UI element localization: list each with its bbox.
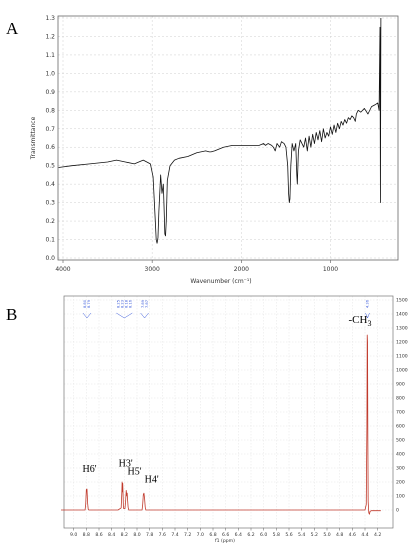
nmr-y-tick-label: 800 [396, 396, 405, 402]
nmr-peak-label: 7.87 [145, 300, 149, 308]
nmr-x-tick-label: 8.4 [108, 532, 115, 538]
nmr-peak-label: 4.36 [366, 299, 370, 308]
ir-y-tick-label: 0.5 [45, 163, 55, 170]
ir-x-axis-title: Wavenumber (cm⁻¹) [190, 278, 251, 285]
ir-plot-frame [57, 15, 399, 261]
nmr-y-tick-label: 1000 [396, 368, 408, 374]
nmr-x-tick-label: 8.0 [133, 532, 140, 538]
nmr-y-tick-label: 1200 [396, 340, 408, 346]
nmr-annotation-text: H3' [119, 459, 133, 470]
nmr-annotation-text: H5' [128, 466, 142, 477]
ir-y-tick-label: 0.0 [45, 255, 55, 262]
nmr-peak-bracket [365, 312, 370, 319]
ir-x-tick-label: 3000 [145, 266, 160, 273]
nmr-plot-frame [63, 295, 394, 529]
nmr-y-tick-label: 0 [396, 508, 399, 514]
nmr-x-axis-title: f1 (ppm) [215, 538, 235, 544]
nmr-y-tick-label: 100 [396, 494, 405, 500]
nmr-annotation-text: H6' [83, 464, 97, 475]
nmr-peak-annotation: H3' [119, 459, 133, 470]
nmr-y-tick-label: 1400 [396, 312, 408, 318]
nmr-annotation-text: H4' [145, 475, 159, 486]
nmr-x-tick-label: 5.4 [298, 532, 305, 538]
nmr-x-tick-label: 4.6 [349, 532, 356, 538]
nmr-peak-label: 8.25 [117, 300, 121, 308]
nmr-x-tick-label: 7.0 [197, 532, 204, 538]
nmr-peak-label: 8.23 [121, 300, 125, 308]
nmr-y-tick-label: 1500 [396, 298, 408, 304]
ir-y-tick-label: 1.3 [45, 15, 55, 22]
nmr-y-tick-label: 1300 [396, 326, 408, 332]
nmr-x-tick-label: 7.4 [171, 532, 178, 538]
ir-x-tick-label: 1000 [323, 266, 338, 273]
nmr-x-tick-label: 5.2 [311, 532, 318, 538]
nmr-annotation-text: -CH [349, 314, 368, 326]
nmr-peak-annotation: H6' [83, 464, 97, 475]
nmr-y-tick-label: 900 [396, 382, 405, 388]
nmr-x-tick-label: 4.8 [336, 532, 343, 538]
ir-spectrum-line [58, 17, 382, 244]
ir-y-tick-label: 0.7 [45, 126, 55, 133]
nmr-x-tick-label: 4.4 [361, 532, 368, 538]
ir-y-tick-label: 1.1 [45, 52, 55, 59]
nmr-x-tick-label: 7.8 [146, 532, 153, 538]
nmr-x-tick-label: 9.0 [70, 532, 77, 538]
nmr-peak-label: 8.18 [125, 299, 129, 308]
nmr-peak-label: 7.89 [141, 299, 145, 308]
nmr-x-tick-label: 6.6 [222, 532, 229, 538]
nmr-x-tick-label: 8.6 [95, 532, 102, 538]
ir-chart: A 0.0 0.1 0.2 0.3 0.4 0.5 0.6 0.7 0.8 0.9 1.0 1.1 1.2… [6, 15, 399, 285]
ir-x-tick-label: 4000 [55, 266, 70, 273]
nmr-annotation-subscript: 3 [367, 319, 371, 328]
nmr-x-tick-label: 5.0 [323, 532, 330, 538]
panel-label-b: B [6, 305, 17, 324]
nmr-peak-bracket [116, 312, 133, 319]
ir-y-tick-label: 0.6 [45, 144, 55, 151]
nmr-peak-label: 8.79 [87, 299, 91, 308]
ir-y-tick-label: 0.3 [45, 200, 55, 207]
nmr-x-tick-label: 6.4 [235, 532, 242, 538]
ir-y-tick-label: 0.1 [45, 237, 55, 244]
ir-y-tick-label: 1.2 [45, 33, 55, 40]
nmr-peak-annotation: -CH3 [349, 314, 372, 328]
nmr-peak-annotation: H5' [128, 466, 142, 477]
nmr-x-tick-label: 6.8 [209, 532, 216, 538]
nmr-x-tick-label: 4.2 [374, 532, 381, 538]
nmr-chart: B 0 100 200 300 400 500 600 700 800 900 1000 1100 120… [6, 295, 408, 544]
nmr-y-tick-label: 700 [396, 410, 405, 416]
nmr-x-tick-label: 8.8 [83, 532, 90, 538]
nmr-spectrum-line [61, 334, 381, 515]
nmr-peak-label: 8.80 [83, 299, 87, 308]
nmr-x-tick-label: 7.6 [159, 532, 166, 538]
panel-label-a: A [6, 19, 19, 38]
ir-x-tick-label: 2000 [234, 266, 249, 273]
ir-y-tick-label: 0.9 [45, 89, 55, 96]
ir-y-tick-label: 0.4 [45, 181, 55, 188]
nmr-peak-bracket [140, 312, 149, 319]
nmr-peak-bracket [82, 312, 92, 319]
nmr-x-tick-label: 6.0 [260, 532, 267, 538]
nmr-y-tick-label: 400 [396, 452, 405, 458]
ir-y-axis-title: Transmittance [30, 116, 37, 160]
nmr-x-tick-label: 5.8 [273, 532, 280, 538]
ir-y-tick-label: 0.2 [45, 218, 55, 225]
nmr-y-tick-label: 300 [396, 466, 405, 472]
ir-y-tick-label: 1.0 [45, 70, 55, 77]
nmr-y-tick-label: 200 [396, 480, 405, 486]
nmr-x-tick-label: 5.6 [285, 532, 292, 538]
nmr-y-tick-label: 600 [396, 424, 405, 430]
ir-y-tick-label: 0.8 [45, 107, 55, 114]
nmr-peak-annotation: H4' [145, 475, 159, 486]
nmr-y-tick-label: 500 [396, 438, 405, 444]
nmr-peak-label: 8.16 [129, 299, 133, 308]
nmr-y-tick-label: 1100 [396, 354, 408, 360]
nmr-x-tick-label: 6.2 [247, 532, 254, 538]
nmr-x-tick-label: 8.2 [121, 532, 128, 538]
nmr-x-tick-label: 7.2 [184, 532, 191, 538]
